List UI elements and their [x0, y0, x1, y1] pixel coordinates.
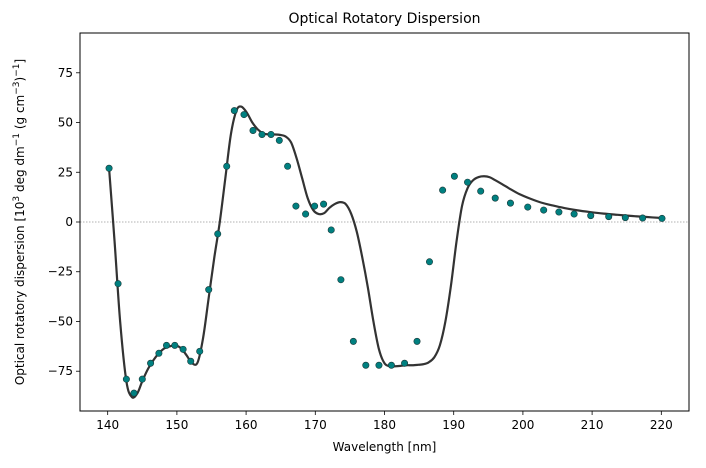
x-tick-label: 140 — [96, 418, 119, 432]
data-point — [413, 337, 421, 345]
data-point — [555, 208, 563, 216]
data-point — [327, 226, 335, 234]
data-point — [320, 200, 328, 208]
y-tick-label: −25 — [48, 265, 73, 279]
y-axis-title: Optical rotatory dispersion [103 deg dm−… — [12, 59, 27, 385]
data-point — [138, 375, 146, 383]
data-point — [249, 126, 257, 134]
data-point — [401, 359, 409, 367]
y-tick-label: 0 — [65, 215, 73, 229]
y-axis-title-part: Optical rotatory dispersion [10 — [13, 202, 27, 386]
y-tick-label: −50 — [48, 314, 73, 328]
data-point — [506, 199, 514, 207]
data-point — [387, 361, 395, 369]
data-point — [147, 359, 155, 367]
y-axis-title-part: ] — [13, 59, 27, 64]
data-point — [284, 162, 292, 170]
x-tick-label: 190 — [442, 418, 465, 432]
y-tick-label: 25 — [58, 165, 73, 179]
data-point — [155, 349, 163, 357]
data-point — [196, 347, 204, 355]
x-tick-label: 150 — [165, 418, 188, 432]
data-point — [362, 361, 370, 369]
y-tick-label: −75 — [48, 364, 73, 378]
data-point — [258, 130, 266, 138]
data-point — [130, 389, 138, 397]
data-point — [621, 214, 629, 222]
data-point — [163, 341, 171, 349]
x-tick-label: 220 — [650, 418, 673, 432]
data-point — [349, 337, 357, 345]
x-tick-label: 180 — [373, 418, 396, 432]
x-tick-label: 200 — [511, 418, 534, 432]
data-point — [122, 375, 130, 383]
data-point — [292, 202, 300, 210]
y-axis-title-sup: 3 — [12, 196, 22, 202]
fit-line-layer — [107, 105, 664, 399]
data-point — [179, 345, 187, 353]
data-point — [477, 187, 485, 195]
data-point — [439, 186, 447, 194]
y-axis-title-sup: −1 — [12, 64, 22, 77]
data-point — [658, 214, 666, 222]
y-tick-label: 75 — [58, 66, 73, 80]
y-axis-title-sup: −1 — [12, 133, 22, 146]
y-axis-title-part: ) — [13, 77, 27, 82]
data-point — [524, 203, 532, 211]
data-point — [230, 107, 238, 115]
data-point — [171, 341, 179, 349]
y-axis-title-part: deg dm — [13, 146, 27, 196]
data-point — [425, 258, 433, 266]
data-point — [214, 230, 222, 238]
data-point — [275, 136, 283, 144]
data-point — [570, 210, 578, 218]
x-tick-label: 160 — [235, 418, 258, 432]
data-point — [240, 111, 248, 119]
data-point — [491, 194, 499, 202]
chart-title: Optical Rotatory Dispersion — [288, 11, 480, 27]
x-axis-ticks: 140 150 160 170 180 190 200 210 220 — [96, 411, 673, 432]
y-axis-title-sup: −3 — [12, 81, 22, 94]
x-tick-label: 210 — [581, 418, 604, 432]
data-point — [187, 357, 195, 365]
marker-layer — [105, 107, 666, 397]
data-point — [311, 202, 319, 210]
data-point — [267, 130, 275, 138]
data-point — [302, 210, 310, 218]
data-point — [587, 212, 595, 220]
y-axis-title-part: (g cm — [13, 95, 27, 133]
data-point — [223, 162, 231, 170]
data-point — [540, 206, 548, 214]
data-point — [375, 361, 383, 369]
data-point — [605, 213, 613, 221]
y-axis-ticks: −75 −50 −25 0 25 50 75 — [48, 66, 80, 378]
data-point — [450, 172, 458, 180]
data-point — [205, 286, 213, 294]
fit-line — [107, 105, 664, 399]
data-point — [337, 276, 345, 284]
data-point — [114, 280, 122, 288]
x-axis-title: Wavelength [nm] — [333, 440, 437, 454]
data-point — [105, 164, 113, 172]
x-tick-label: 170 — [304, 418, 327, 432]
data-point — [464, 178, 472, 186]
data-point — [639, 214, 647, 222]
y-tick-label: 50 — [58, 116, 73, 130]
